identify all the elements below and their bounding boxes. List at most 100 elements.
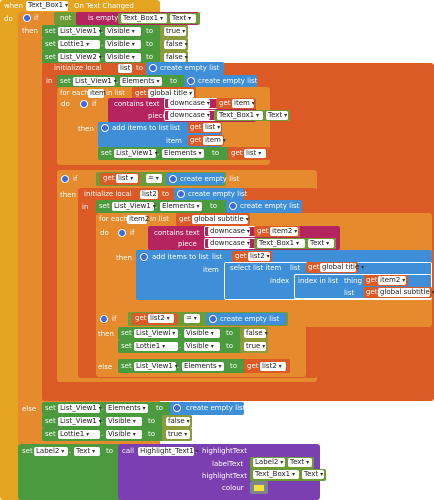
set-property-dropdown[interactable]: Elements bbox=[160, 202, 202, 211]
create-empty-list-block[interactable] bbox=[184, 75, 257, 88]
downcase-dropdown[interactable]: downcase bbox=[208, 227, 250, 236]
create-empty-list-label: create empty list bbox=[188, 190, 248, 198]
variable-dropdown[interactable]: global subtitle bbox=[378, 288, 430, 297]
bool-dropdown[interactable]: true bbox=[244, 342, 266, 351]
variable-dropdown[interactable]: list2 bbox=[260, 362, 286, 371]
add-items-label: add items to list bbox=[112, 124, 169, 132]
outer-if-gear-icon[interactable] bbox=[23, 14, 31, 22]
loop-var-field[interactable]: item bbox=[88, 89, 106, 98]
bool-dropdown[interactable]: true bbox=[164, 27, 186, 36]
set-property-dropdown[interactable]: Visible bbox=[184, 342, 220, 351]
create-list-gear-icon[interactable] bbox=[173, 404, 181, 412]
variable-dropdown[interactable]: item2 bbox=[270, 227, 298, 236]
create-list-gear-icon[interactable] bbox=[149, 64, 157, 72]
set-component-dropdown[interactable]: Label2 bbox=[34, 447, 68, 456]
if-label: if bbox=[130, 229, 135, 237]
set-component-dropdown[interactable]: List_View2 bbox=[58, 53, 100, 62]
if-gear-icon[interactable] bbox=[80, 100, 88, 108]
property-dropdown[interactable]: Text bbox=[308, 239, 334, 248]
local-var-name-field[interactable]: list bbox=[118, 64, 132, 73]
bool-dropdown[interactable]: false bbox=[244, 329, 266, 338]
set-property-dropdown[interactable]: Elements bbox=[120, 77, 162, 86]
loop-var-field[interactable]: item2 bbox=[127, 215, 150, 224]
set-component-dropdown[interactable]: List_View1 bbox=[58, 404, 100, 413]
set-component-dropdown[interactable]: List_View1 bbox=[134, 362, 176, 371]
create-list-gear-icon[interactable] bbox=[187, 77, 195, 85]
if-gear-icon[interactable] bbox=[100, 315, 108, 323]
create-list-gear-icon[interactable] bbox=[229, 202, 237, 210]
event-component-dropdown[interactable]: Text_Box1 bbox=[26, 1, 68, 11]
set-property-dropdown[interactable]: Visible bbox=[105, 53, 141, 62]
call-component-dropdown[interactable]: Highlight_Text1 bbox=[138, 447, 194, 456]
in-label: in bbox=[46, 77, 53, 85]
create-empty-list-block[interactable] bbox=[226, 200, 302, 213]
set-property-dropdown[interactable]: Visible bbox=[105, 40, 141, 49]
create-empty-list-block[interactable] bbox=[170, 402, 244, 415]
set-component-dropdown[interactable]: List_Viewl bbox=[134, 329, 178, 338]
set-component-dropdown[interactable]: List_View1 bbox=[58, 417, 100, 426]
property-dropdown[interactable]: Text bbox=[266, 111, 288, 120]
create-list-gear-icon[interactable] bbox=[177, 190, 185, 198]
local-var-name-field[interactable]: list2 bbox=[140, 190, 158, 199]
set-property-dropdown[interactable]: Elements bbox=[162, 149, 204, 158]
set-component-dropdown[interactable]: List_View1 bbox=[112, 202, 154, 211]
variable-dropdown[interactable]: global title bbox=[148, 89, 194, 98]
create-empty-list-block[interactable] bbox=[174, 188, 244, 200]
variable-dropdown[interactable]: list2 bbox=[148, 314, 174, 323]
bool-dropdown[interactable]: false bbox=[164, 40, 186, 49]
set-property-dropdown[interactable]: Visible bbox=[105, 27, 141, 36]
to-label: to bbox=[230, 362, 238, 370]
set-component-dropdown[interactable]: Lottie1 bbox=[134, 342, 178, 351]
add-items-gear-icon[interactable] bbox=[101, 124, 109, 132]
set-component-dropdown[interactable]: Lottie1 bbox=[58, 430, 100, 439]
if-gear-icon[interactable] bbox=[61, 175, 69, 183]
create-empty-list-block[interactable] bbox=[146, 62, 224, 75]
bool-dropdown[interactable]: true bbox=[166, 430, 190, 439]
get-label: get bbox=[103, 174, 115, 182]
if-gear-icon[interactable] bbox=[118, 229, 126, 237]
component-dropdown[interactable]: Label2 bbox=[253, 458, 285, 467]
compare-op-dropdown[interactable]: = bbox=[146, 174, 162, 183]
create-list-gear-icon[interactable] bbox=[169, 175, 177, 183]
is-empty-component-dropdown[interactable]: Text_Box1 bbox=[121, 14, 167, 23]
create-empty-list-block[interactable] bbox=[206, 313, 286, 325]
variable-dropdown[interactable]: global subtitle bbox=[192, 215, 248, 224]
is-empty-property-dropdown[interactable]: Text bbox=[170, 14, 196, 23]
add-items-gear-icon[interactable] bbox=[140, 253, 148, 261]
create-empty-list-block[interactable] bbox=[166, 173, 224, 185]
set-property-dropdown[interactable]: Elements bbox=[182, 362, 224, 371]
variable-dropdown[interactable]: list2 bbox=[248, 252, 270, 261]
variable-dropdown[interactable]: global title bbox=[320, 263, 359, 272]
set-component-dropdown[interactable]: List_View1 bbox=[58, 27, 100, 36]
select-list-item-label: select list item bbox=[230, 264, 282, 272]
variable-dropdown[interactable]: item2 bbox=[378, 276, 406, 285]
component-dropdown[interactable]: Text_Box1 bbox=[257, 239, 305, 248]
set-property-dropdown[interactable]: Text bbox=[74, 447, 100, 456]
component-dropdown[interactable]: Text_Box1 bbox=[253, 470, 299, 479]
compare-op-dropdown[interactable]: = bbox=[184, 314, 200, 323]
set-component-dropdown[interactable]: List_View1 bbox=[114, 149, 156, 158]
bool-dropdown[interactable]: false bbox=[164, 53, 186, 62]
set-property-dropdown[interactable]: Visible bbox=[106, 430, 142, 439]
downcase-dropdown[interactable]: downcase bbox=[208, 239, 250, 248]
set-property-dropdown[interactable]: Visible bbox=[184, 329, 220, 338]
set-component-dropdown[interactable]: List_View1 bbox=[73, 77, 115, 86]
variable-dropdown[interactable]: item bbox=[232, 99, 254, 108]
variable-dropdown[interactable]: list bbox=[203, 123, 221, 132]
component-dropdown[interactable]: Text_Box1 bbox=[217, 111, 263, 120]
downcase-dropdown[interactable]: downcase bbox=[168, 99, 210, 108]
set-component-dropdown[interactable]: Lottie1 bbox=[58, 40, 100, 49]
variable-dropdown[interactable]: list bbox=[116, 174, 138, 183]
create-list-gear-icon[interactable] bbox=[209, 315, 217, 323]
variable-dropdown[interactable]: item bbox=[203, 136, 223, 145]
set-property-dropdown[interactable]: Elements bbox=[106, 404, 148, 413]
set-property-dropdown[interactable]: Visible bbox=[106, 417, 142, 426]
colour-swatch[interactable] bbox=[253, 484, 265, 492]
to-label: to bbox=[156, 404, 164, 412]
property-dropdown[interactable]: Text bbox=[288, 458, 312, 467]
property-dropdown[interactable]: Text bbox=[302, 470, 324, 479]
downcase-dropdown[interactable]: downcase bbox=[168, 111, 210, 120]
bool-dropdown[interactable]: false bbox=[166, 417, 190, 426]
variable-dropdown[interactable]: list bbox=[244, 149, 266, 158]
